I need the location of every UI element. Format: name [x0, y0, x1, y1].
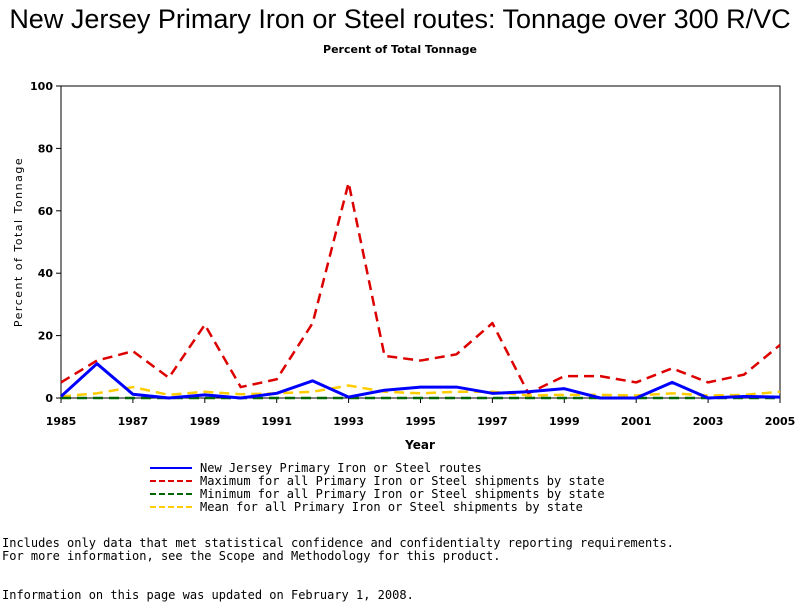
x-tick-label: 1989 [189, 415, 220, 428]
note-updated: Information on this page was updated on … [2, 588, 414, 602]
x-tick-label: 1995 [405, 415, 436, 428]
x-tick-label: 2001 [621, 415, 652, 428]
chart-title: New Jersey Primary Iron or Steel routes:… [9, 4, 791, 34]
note-confidence: Includes only data that met statistical … [2, 536, 674, 550]
x-tick-label: 2003 [693, 415, 724, 428]
note-methodology: For more information, see the Scope and … [2, 549, 501, 563]
legend-label: Maximum for all Primary Iron or Steel sh… [200, 474, 605, 488]
y-tick-label: 100 [30, 80, 53, 93]
x-tick-label: 1993 [333, 415, 364, 428]
line-chart: 0 20 40 60 80 100 1985 1987 1989 1991 1993 1995 1997… [12, 80, 796, 452]
x-tick-label: 2005 [765, 415, 796, 428]
y-axis-label: Percent of Total Tonnage [12, 157, 25, 327]
x-tick-label: 1999 [549, 415, 580, 428]
legend-label: New Jersey Primary Iron or Steel routes [200, 461, 482, 475]
legend-label: Minimum for all Primary Iron or Steel sh… [200, 487, 605, 501]
legend-label: Mean for all Primary Iron or Steel shipm… [200, 500, 583, 514]
y-tick-label: 60 [38, 205, 54, 218]
x-tick-label: 1991 [261, 415, 292, 428]
legend-swatch [150, 467, 192, 469]
legend-swatch [150, 506, 192, 508]
y-tick-label: 20 [38, 330, 54, 343]
series-line-3 [60, 384, 781, 398]
plot-area [60, 85, 781, 399]
y-tick-label: 0 [45, 392, 53, 405]
y-tick-label: 40 [38, 267, 54, 280]
legend-swatch [150, 480, 192, 482]
x-tick-label: 1985 [46, 415, 77, 428]
legend-swatch [150, 493, 192, 495]
x-tick-label: 1997 [477, 415, 508, 428]
y-tick-label: 80 [38, 142, 54, 155]
chart-subtitle: Percent of Total Tonnage [323, 43, 477, 56]
x-axis-label: Year [404, 438, 435, 452]
x-tick-label: 1987 [118, 415, 149, 428]
series-line-1 [60, 181, 781, 395]
series-line-0 [59, 362, 781, 400]
